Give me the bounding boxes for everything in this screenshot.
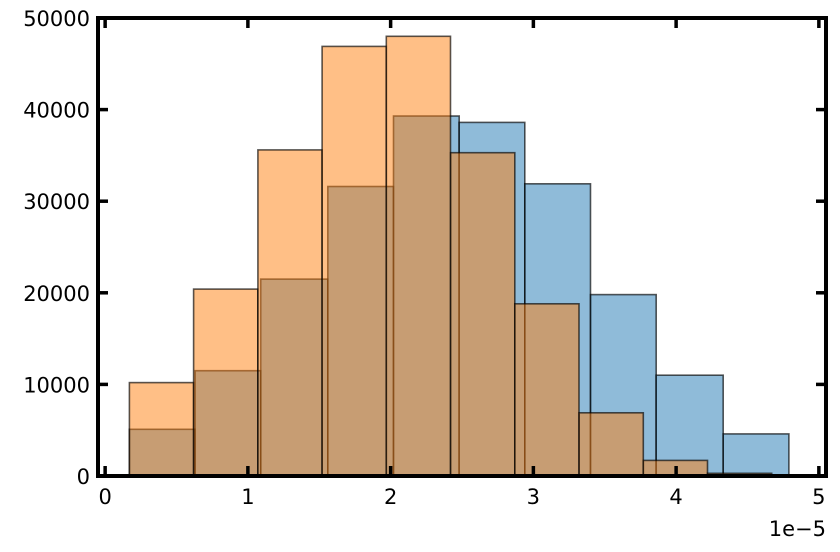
histogram-bar-series2-4 — [321, 45, 388, 477]
y-tick-label: 0 — [77, 465, 90, 489]
histogram-bar-series2-7 — [513, 302, 580, 477]
histogram-bar-series2-1 — [128, 381, 195, 477]
x-tick-label: 1 — [241, 485, 254, 509]
y-tick-label: 30000 — [23, 190, 90, 214]
x-tick-label: 0 — [98, 485, 111, 509]
y-tick-label: 50000 — [23, 7, 90, 31]
histogram-bar-series2-6 — [449, 151, 516, 477]
plot-frame — [96, 16, 828, 478]
y-tick-labels: 0 10000 20000 30000 40000 50000 — [23, 7, 90, 489]
axis-ticks — [98, 16, 826, 478]
x-tick-label: 5 — [812, 485, 825, 509]
histogram-bar-series2-2 — [192, 288, 259, 477]
x-tick-label: 4 — [669, 485, 682, 509]
histogram-bars — [128, 35, 790, 477]
x-offset-label: 1e−5 — [769, 517, 826, 541]
histogram-bar-series2-3 — [257, 149, 323, 477]
x-tick-labels: 0 1 2 3 4 5 — [98, 485, 825, 509]
histogram-bar-series2-5 — [385, 35, 452, 477]
y-tick-label: 40000 — [23, 99, 90, 123]
y-tick-label: 10000 — [23, 373, 90, 397]
histogram-bar-series1-10 — [722, 433, 790, 477]
x-tick-label: 3 — [527, 485, 540, 509]
y-tick-label: 20000 — [23, 282, 90, 306]
histogram-bar-series2-8 — [578, 411, 645, 477]
x-tick-label: 2 — [384, 485, 397, 509]
